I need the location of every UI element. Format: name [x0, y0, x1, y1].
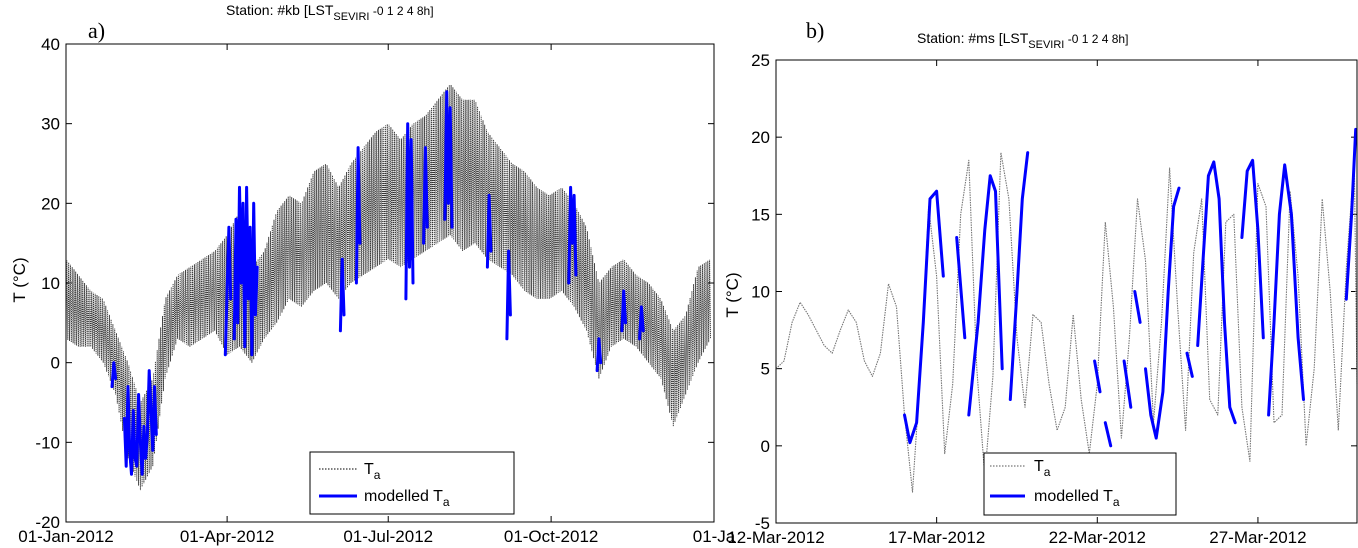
panel-b-legend-modelled-label: modelled Ta	[1034, 488, 1120, 509]
panel-a-legend-box	[309, 451, 515, 515]
panel-b-y-tick-label: 0	[761, 437, 770, 456]
panel-a-ta-series	[65, 84, 711, 491]
panel-b-legend-box	[983, 452, 1177, 516]
panel-a-x-tick-label: 01-Jul-2012	[343, 527, 433, 546]
panel-b-x-tick-label: 12-Mar-2012	[727, 528, 824, 547]
panel-a-y-tick-label: 10	[41, 274, 60, 293]
panel-a-y-tick-label: 30	[41, 115, 60, 134]
panel-b-modelled-segment	[1122, 359, 1133, 409]
panel-a-modelled-segment	[595, 337, 603, 373]
panel-a-modelled-segment	[485, 193, 493, 269]
panel-a-modelled-segment	[110, 361, 118, 389]
panel-a-y-tick-label: 0	[51, 354, 60, 373]
panel-a-legend: Ta modelled Ta	[309, 451, 515, 515]
panel-a-modelled-segment	[232, 185, 259, 357]
panel-a-legend-ta-label: Ta	[364, 461, 381, 482]
panel-b-ta-series	[775, 152, 1358, 493]
panel-a-x-tick-label: 01-Oct-2012	[504, 527, 599, 546]
panel-b-label: b)	[806, 18, 824, 43]
panel-a-plot-area	[66, 44, 714, 522]
panel-a-modelled-segment	[505, 249, 512, 341]
panel-b-modelled-series	[903, 127, 1358, 448]
panel-b-x-tick-label: 17-Mar-2012	[888, 528, 985, 547]
panel-a-modelled-segment	[567, 185, 578, 285]
panel-a-modelled-segment	[122, 369, 158, 476]
panel-b-title: Station: #ms [LSTSEVIRI -0 1 2 4 8h]	[917, 30, 1128, 51]
panel-b-modelled-segment	[955, 236, 967, 340]
panel-b-modelled-segment	[1240, 158, 1265, 340]
panel-a-y-tick-label: 40	[41, 35, 60, 54]
panel-b-y-tick-label: 15	[751, 205, 770, 224]
panel-a-modelled-segment	[338, 257, 346, 333]
panel-a-x-tick-label: 01-Ja	[693, 527, 736, 546]
panel-b-axes-box	[775, 59, 1358, 524]
panel-b-modelled-segment	[1008, 151, 1030, 401]
panel-a-modelled-segment	[223, 225, 233, 357]
panel-a-ta-line	[65, 84, 711, 491]
panel-a-legend-modelled-label: modelled Ta	[364, 488, 450, 509]
panel-a-y-axis-label: T (°C)	[10, 257, 29, 302]
panel-b-modelled-segment	[1267, 163, 1305, 417]
panel-a-modelled-segment	[443, 90, 454, 229]
panel-a-x-tick-label: 01-Apr-2012	[180, 527, 275, 546]
panel-b-y-tick-label: -5	[755, 514, 770, 533]
panel-b-legend-ta-label: Ta	[1034, 458, 1051, 479]
panel-b-modelled-segment	[967, 174, 1004, 417]
panel-b-ta-line	[775, 152, 1358, 493]
panel-b-tick-labels: -5 0 5 10 15 20 25 12-Mar-2012 17-Mar-2012 22-Mar…	[727, 51, 1306, 547]
panel-a-y-tick-label: -10	[35, 433, 60, 452]
panel-a-modelled-segment	[620, 289, 627, 333]
panel-a-x-tick-label: 01-Jan-2012	[18, 527, 113, 546]
panel-a-modelled-segment	[404, 122, 415, 301]
panel-a-modelled-series	[110, 90, 645, 476]
panel-a-axes-box	[65, 43, 715, 523]
panel-b-y-axis-label: T (°C)	[723, 272, 742, 317]
panel-b-y-tick-label: 25	[751, 51, 770, 70]
panel-a-y-tick-label: 20	[41, 194, 60, 213]
panel-b-y-tick-label: 5	[761, 360, 770, 379]
panel-a-title: Station: #kb [LSTSEVIRI -0 1 2 4 8h]	[226, 2, 434, 23]
panel-b-modelled-segment	[1196, 160, 1237, 425]
panel-b: b) Station: #ms [LSTSEVIRI -0 1 2 4 8h] …	[723, 18, 1358, 547]
panel-b-modelled-segment	[1093, 359, 1102, 394]
panel-b-modelled-segment	[1133, 290, 1142, 324]
panel-b-legend: Ta modelled Ta	[983, 452, 1177, 516]
panel-b-modelled-segment	[1344, 127, 1358, 301]
panel-b-modelled-segment	[903, 189, 945, 445]
panel-a-modelled-segment	[422, 146, 429, 245]
panel-b-y-tick-label: 20	[751, 128, 770, 147]
panel-b-modelled-segment	[1185, 351, 1194, 378]
panel-a-modelled-segment	[638, 305, 645, 341]
panel-b-modelled-segment	[1144, 186, 1181, 440]
panel-a-y-tick-label: -20	[35, 513, 60, 532]
panel-b-y-tick-label: 10	[751, 283, 770, 302]
panel-a-modelled-segment	[354, 146, 362, 285]
panel-b-modelled-segment	[1103, 421, 1113, 448]
panel-a-tick-labels: -20 -10 0 10 20 30 40 01-Jan-2012 01-Apr-2012 01-…	[18, 35, 736, 546]
panel-b-x-tick-label: 22-Mar-2012	[1049, 528, 1146, 547]
panel-b-x-tick-label: 27-Mar-2012	[1209, 528, 1306, 547]
panel-a-label: a)	[88, 18, 105, 43]
panel-a: a) Station: #kb [LSTSEVIRI -0 1 2 4 8h] …	[10, 2, 736, 546]
